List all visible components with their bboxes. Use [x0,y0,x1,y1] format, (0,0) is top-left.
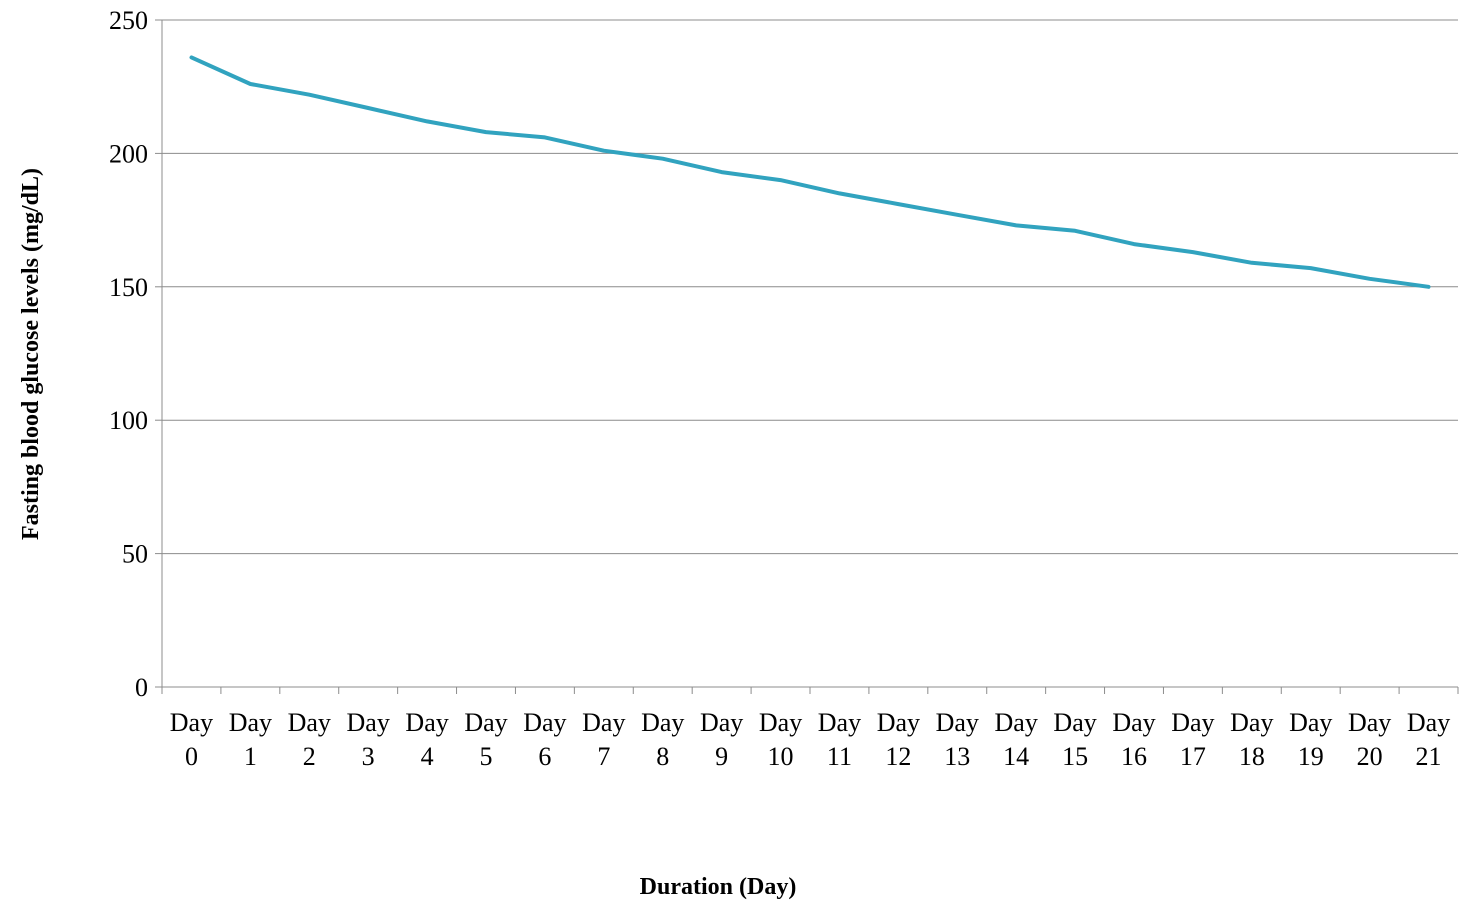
y-tick-label: 250 [109,6,148,35]
x-tick-label: Day 3 [347,708,390,771]
y-tick-labels: 0 50 100 150 200 250 [109,6,148,702]
x-tick-label: Day 21 [1407,708,1450,771]
x-tick-label: Day 5 [464,708,507,771]
y-tick-label: 150 [109,273,148,302]
x-tick-label: Day 1 [229,708,272,771]
x-tick-label: Day 11 [818,708,861,771]
x-axis-title: Duration (Day) [640,874,797,900]
x-tick-label: Day 13 [936,708,979,771]
x-tick-label: Day 12 [877,708,920,771]
x-tick-label: Day 17 [1171,708,1214,771]
y-tick-label: 200 [109,139,148,168]
x-tick-label: Day 18 [1230,708,1273,771]
x-tick-label: Day 6 [523,708,566,771]
x-tick-label: Day 15 [1053,708,1096,771]
x-tick-label: Day 4 [405,708,448,771]
x-tick-label: Day 0 [170,708,213,771]
y-tick-label: 50 [122,540,148,569]
series-line-0 [189,55,1431,289]
gridlines [162,19,1458,555]
x-tick-labels: Day 0 Day 1 Day 2 Day 3 Day 4 Day 5 Day 6 Day 7 Day 8 Day 9… [170,708,1450,771]
y-tick-label: 100 [109,406,148,435]
x-tick-label: Day 7 [582,708,625,771]
x-tick-label: Day 19 [1289,708,1332,771]
y-tick-label: 0 [135,673,148,702]
x-tick-label: Day 14 [995,708,1038,771]
x-tick-label: Day 2 [288,708,331,771]
x-tick-label: Day 10 [759,708,802,771]
x-tick-label: Day 20 [1348,708,1391,771]
x-tick-label: Day 16 [1112,708,1155,771]
x-tick-label: Day 8 [641,708,684,771]
y-axis-title: Fasting blood glucose levels (mg/dL) [18,168,44,540]
axes [155,19,1459,694]
series-lines [189,55,1431,289]
x-tick-label: Day 9 [700,708,743,771]
